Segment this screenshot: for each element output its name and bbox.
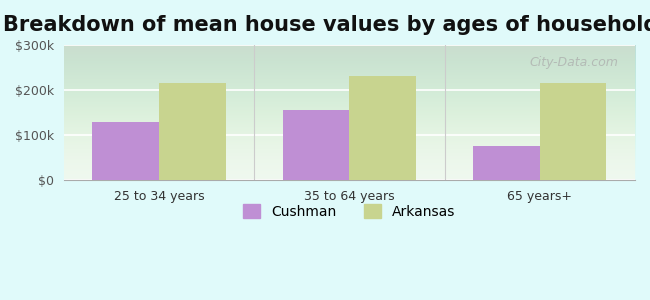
Title: Breakdown of mean house values by ages of householders: Breakdown of mean house values by ages o… (3, 15, 650, 35)
Legend: Cushman, Arkansas: Cushman, Arkansas (238, 199, 461, 225)
Bar (159, 83, 226, 180)
Text: City-Data.com: City-Data.com (529, 56, 618, 69)
Bar (473, 146, 540, 180)
Bar (540, 83, 606, 180)
Bar (283, 110, 350, 180)
Bar (92, 122, 159, 180)
Bar (350, 76, 416, 180)
